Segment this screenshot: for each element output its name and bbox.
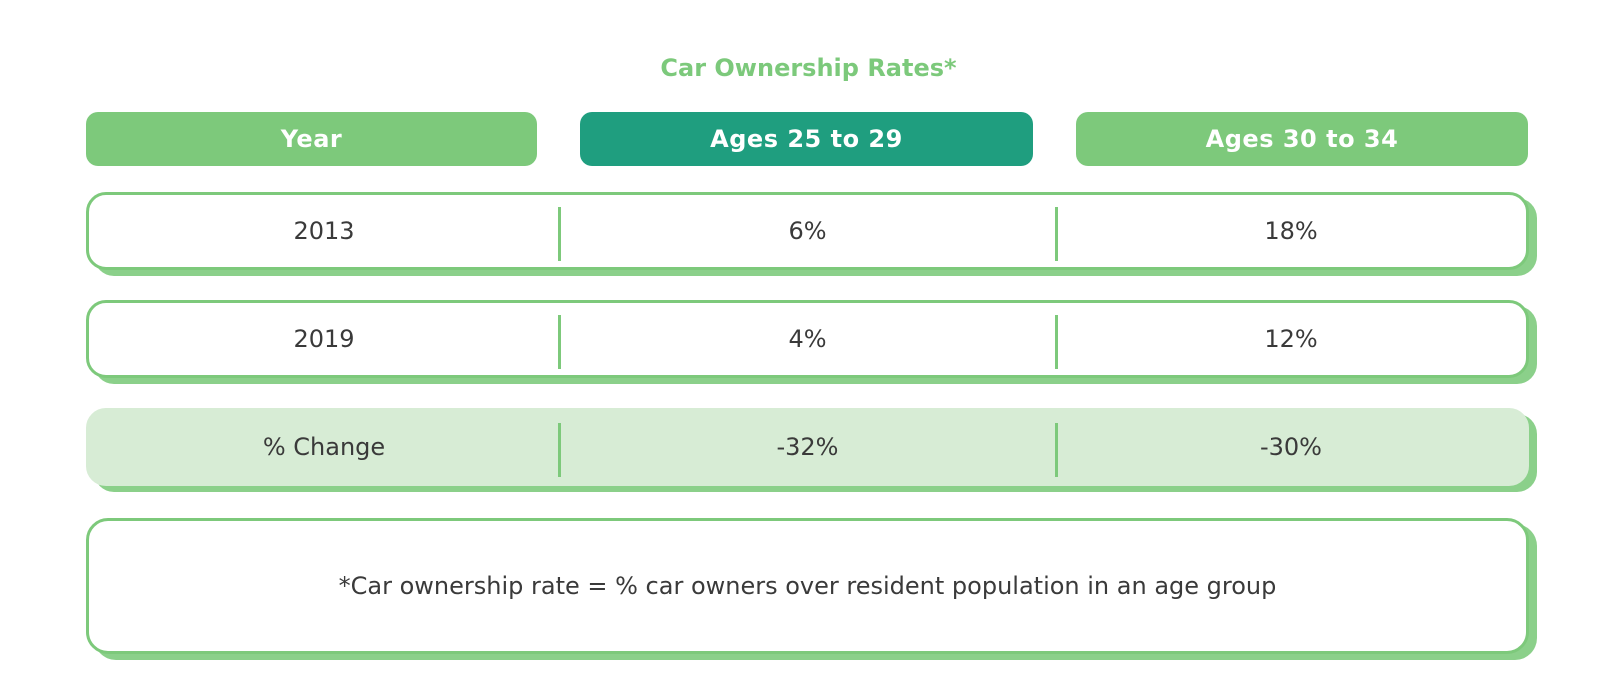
cell-ages-30-34: 12% (1264, 325, 1318, 353)
header-year: Year (86, 112, 537, 166)
cell-ages-25-29: 4% (788, 325, 827, 353)
table-row: 2019 4% 12% (86, 300, 1529, 378)
table-row-change: % Change -32% -30% (86, 408, 1529, 486)
cell-year: 2013 (293, 217, 355, 245)
cell-year: % Change (262, 433, 386, 461)
header-ages-25-29: Ages 25 to 29 (580, 112, 1033, 166)
cell-year: 2019 (293, 325, 355, 353)
table-title: Car Ownership Rates* (660, 54, 957, 82)
header-ages-30-34: Ages 30 to 34 (1076, 112, 1528, 166)
column-divider (558, 423, 561, 477)
footnote: *Car ownership rate = % car owners over … (86, 518, 1529, 654)
column-divider (1055, 423, 1058, 477)
cell-ages-25-29: -32% (776, 433, 839, 461)
cell-ages-30-34: 18% (1264, 217, 1318, 245)
cell-ages-25-29: 6% (788, 217, 827, 245)
column-divider (558, 207, 561, 261)
cell-ages-30-34: -30% (1259, 433, 1322, 461)
table-row: 2013 6% 18% (86, 192, 1529, 270)
column-divider (1055, 315, 1058, 369)
column-divider (1055, 207, 1058, 261)
column-divider (558, 315, 561, 369)
